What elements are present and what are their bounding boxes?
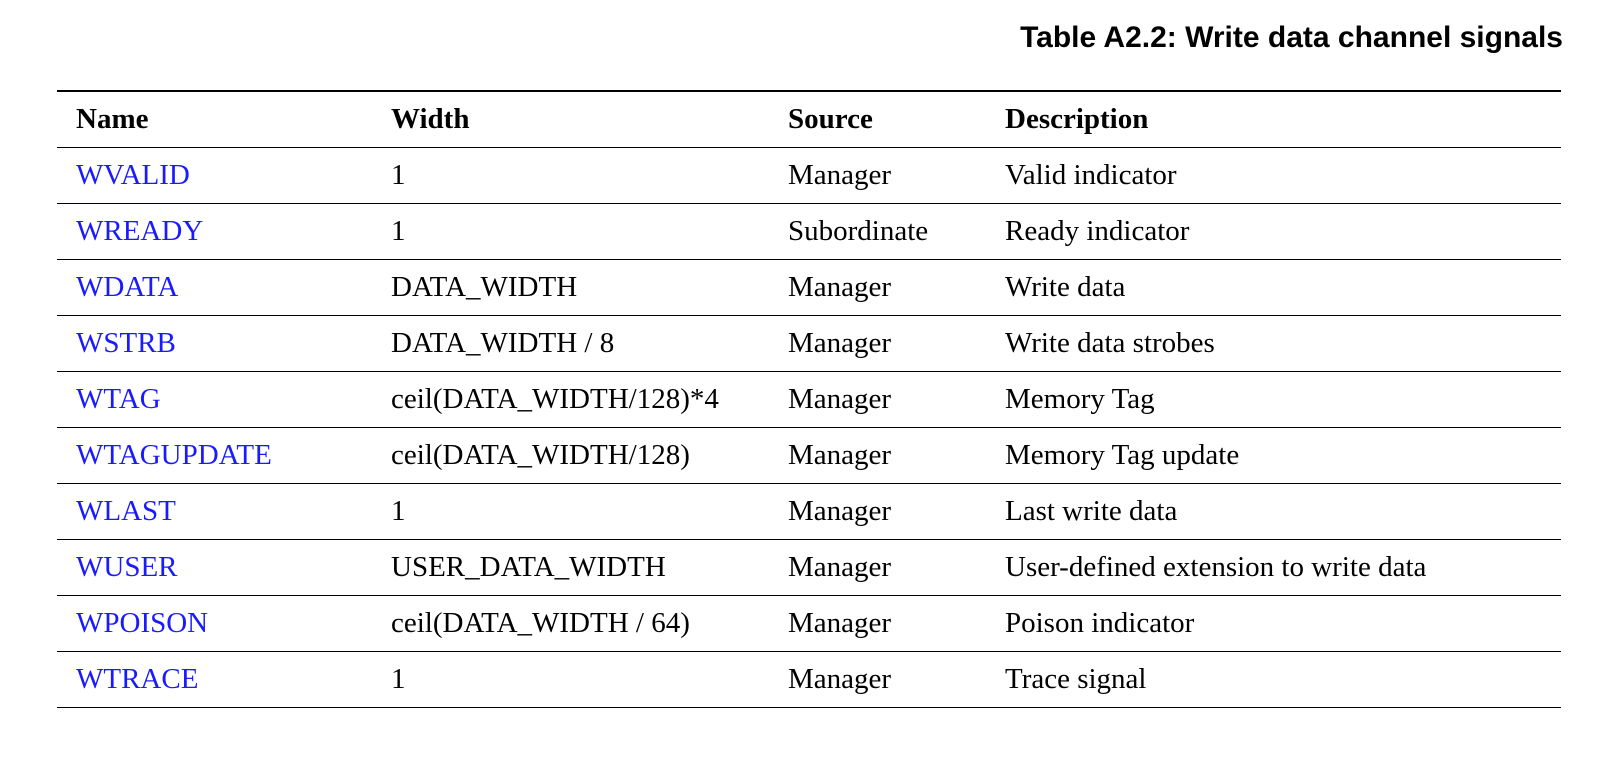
signal-name-cell: WSTRB xyxy=(57,315,372,371)
signal-name-cell: WREADY xyxy=(57,203,372,259)
signal-source-cell: Subordinate xyxy=(788,214,929,247)
signal-link[interactable]: WVALID xyxy=(76,158,190,191)
signal-description-cell: Poison indicator xyxy=(1005,606,1195,639)
signal-description-cell: Ready indicator xyxy=(1005,214,1190,247)
signal-source-cell: Manager xyxy=(788,270,892,303)
signal-source-cell: Manager xyxy=(788,494,892,527)
signal-source-cell: Manager xyxy=(788,382,892,415)
signal-source-cell: Manager xyxy=(788,662,892,695)
signal-name-cell: WPOISON xyxy=(57,595,372,651)
signal-width-cell: ceil(DATA_WIDTH / 64) xyxy=(391,606,690,639)
table-row: WDATA DATA_WIDTH Manager Write data xyxy=(57,259,1561,315)
signal-source-cell: Manager xyxy=(788,326,892,359)
signal-link[interactable]: WREADY xyxy=(76,214,204,247)
table-body: WVALID 1 Manager Valid indicator WREADY … xyxy=(57,147,1561,707)
table-row: WTAGUPDATE ceil(DATA_WIDTH/128) Manager … xyxy=(57,427,1561,483)
signal-width-cell: ceil(DATA_WIDTH/128)*4 xyxy=(391,382,719,415)
header-source: Source xyxy=(788,102,873,135)
signal-link[interactable]: WSTRB xyxy=(76,326,176,359)
header-width: Width xyxy=(391,102,470,135)
signal-name-cell: WTAG xyxy=(57,371,372,427)
signal-name-cell: WTAGUPDATE xyxy=(57,427,372,483)
signal-source-cell: Manager xyxy=(788,158,892,191)
table-row: WTAG ceil(DATA_WIDTH/128)*4 Manager Memo… xyxy=(57,371,1561,427)
table-row: WUSER USER_DATA_WIDTH Manager User-defin… xyxy=(57,539,1561,595)
table-row: WPOISON ceil(DATA_WIDTH / 64) Manager Po… xyxy=(57,595,1561,651)
signal-link[interactable]: WPOISON xyxy=(76,606,209,639)
table-row: WLAST 1 Manager Last write data xyxy=(57,483,1561,539)
signal-width-cell: DATA_WIDTH / 8 xyxy=(391,326,615,359)
signal-width-cell: 1 xyxy=(391,494,406,527)
signal-link[interactable]: WDATA xyxy=(76,270,179,303)
signal-description-cell: Write data strobes xyxy=(1005,326,1215,359)
header-name: Name xyxy=(76,102,149,135)
table-row: WSTRB DATA_WIDTH / 8 Manager Write data … xyxy=(57,315,1561,371)
table-header: Name Width Source Description xyxy=(57,91,1561,147)
signal-description-cell: Valid indicator xyxy=(1005,158,1177,191)
write-data-signals-table: Name Width Source Description WVALID 1 M… xyxy=(57,90,1561,708)
table-row: WVALID 1 Manager Valid indicator xyxy=(57,147,1561,203)
signal-source-cell: Manager xyxy=(788,606,892,639)
signal-name-cell: WDATA xyxy=(57,259,372,315)
signal-link[interactable]: WTAG xyxy=(76,382,161,415)
signal-source-cell: Manager xyxy=(788,550,892,583)
signal-description-cell: Last write data xyxy=(1005,494,1178,527)
signal-name-cell: WUSER xyxy=(57,539,372,595)
signal-description-cell: Memory Tag update xyxy=(1005,438,1240,471)
signal-width-cell: ceil(DATA_WIDTH/128) xyxy=(391,438,690,471)
signal-link[interactable]: WTRACE xyxy=(76,662,199,695)
signal-name-cell: WTRACE xyxy=(57,651,372,707)
signal-description-cell: Write data xyxy=(1005,270,1126,303)
signal-name-cell: WLAST xyxy=(57,483,372,539)
signal-link[interactable]: WLAST xyxy=(76,494,176,527)
signal-description-cell: Trace signal xyxy=(1005,662,1147,695)
signal-width-cell: DATA_WIDTH xyxy=(391,270,578,303)
table-caption: Table A2.2: Write data channel signals xyxy=(1020,21,1563,54)
header-row: Name Width Source Description xyxy=(57,91,1561,147)
signal-description-cell: User-defined extension to write data xyxy=(1005,550,1427,583)
signal-name-cell: WVALID xyxy=(57,147,372,203)
signal-description-cell: Memory Tag xyxy=(1005,382,1155,415)
signal-link[interactable]: WTAGUPDATE xyxy=(76,438,272,471)
table-row: WREADY 1 Subordinate Ready indicator xyxy=(57,203,1561,259)
signal-source-cell: Manager xyxy=(788,438,892,471)
header-description: Description xyxy=(1005,102,1149,135)
signal-width-cell: 1 xyxy=(391,662,406,695)
signal-width-cell: USER_DATA_WIDTH xyxy=(391,550,666,583)
signal-width-cell: 1 xyxy=(391,214,406,247)
table-row: WTRACE 1 Manager Trace signal xyxy=(57,651,1561,707)
signal-width-cell: 1 xyxy=(391,158,406,191)
signal-link[interactable]: WUSER xyxy=(76,550,178,583)
